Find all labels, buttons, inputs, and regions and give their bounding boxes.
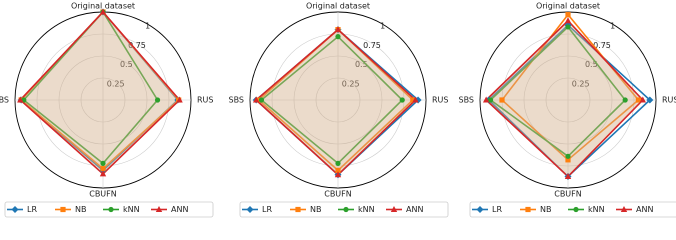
- marker: [176, 96, 183, 103]
- marker: [639, 96, 646, 103]
- marker: [565, 12, 571, 18]
- axis-label: CBUFN: [324, 190, 352, 199]
- marker: [564, 173, 572, 180]
- legend-label: ANN: [171, 205, 188, 214]
- marker: [412, 96, 419, 103]
- marker: [108, 206, 114, 213]
- marker: [100, 166, 106, 172]
- marker: [635, 97, 641, 103]
- marker: [564, 17, 572, 24]
- marker: [482, 96, 490, 103]
- marker: [487, 97, 494, 103]
- axis-label: RUS: [197, 96, 214, 105]
- r-tick-label: 1: [610, 22, 615, 31]
- axis-label: Original dataset: [71, 2, 135, 11]
- marker: [335, 34, 341, 40]
- marker: [99, 170, 107, 177]
- axis-label: SBS: [458, 96, 474, 105]
- axis-label: CBUFN: [554, 190, 582, 199]
- marker: [565, 157, 571, 163]
- marker: [343, 206, 349, 213]
- marker: [60, 206, 66, 213]
- axis-label: CBUFN: [89, 190, 117, 199]
- axis-label: Original dataset: [536, 2, 600, 11]
- r-tick-label: 0.75: [363, 41, 381, 50]
- axis-label: RUS: [432, 96, 449, 105]
- legend-label: NB: [310, 205, 321, 214]
- marker: [476, 206, 484, 213]
- marker: [334, 26, 342, 33]
- r-tick-label: 0.5: [355, 60, 368, 69]
- marker: [252, 96, 260, 103]
- marker: [399, 97, 405, 103]
- axis-label: Original dataset: [306, 2, 370, 11]
- marker: [295, 206, 301, 213]
- r-tick-label: 0.25: [107, 79, 125, 88]
- legend-label: LR: [492, 205, 502, 214]
- r-tick-label: 0.75: [593, 41, 611, 50]
- r-tick-label: 0.75: [128, 41, 146, 50]
- legend-label: LR: [27, 205, 37, 214]
- legend-label: ANN: [406, 205, 423, 214]
- r-tick-label: 0.5: [120, 60, 133, 69]
- marker: [499, 97, 505, 103]
- marker: [410, 97, 416, 103]
- legend-label: NB: [540, 205, 551, 214]
- marker: [620, 206, 628, 212]
- marker: [17, 96, 24, 103]
- marker: [335, 160, 341, 166]
- marker: [525, 206, 531, 213]
- series-polygon: [19, 10, 181, 176]
- r-tick-label: 0.5: [585, 60, 598, 69]
- marker: [11, 206, 19, 213]
- marker: [390, 206, 398, 212]
- marker: [256, 97, 262, 103]
- marker: [155, 206, 163, 212]
- legend-label: LR: [262, 205, 272, 214]
- axis-label: SBS: [228, 96, 244, 105]
- marker: [646, 96, 654, 104]
- axis-label: SBS: [0, 96, 9, 105]
- marker: [246, 206, 254, 213]
- marker: [258, 97, 265, 103]
- marker: [565, 153, 571, 159]
- axis-label: RUS: [662, 96, 676, 105]
- legend-label: kNN: [358, 205, 375, 214]
- marker: [335, 167, 341, 173]
- legend-label: ANN: [636, 205, 653, 214]
- r-tick-label: 1: [380, 22, 385, 31]
- legend-label: kNN: [123, 205, 140, 214]
- series-polygon: [254, 28, 417, 176]
- marker: [565, 24, 571, 30]
- r-tick-label: 1: [145, 22, 150, 31]
- marker: [573, 206, 579, 213]
- chart: 0.25 0.5 0.75 1 Original dataset RUS CBUFN SBS L…: [0, 2, 676, 218]
- r-tick-label: 0.25: [572, 79, 590, 88]
- legend-label: kNN: [588, 205, 605, 214]
- marker: [100, 160, 106, 166]
- marker: [154, 97, 161, 103]
- marker: [334, 171, 342, 178]
- legend-label: NB: [75, 205, 86, 214]
- marker: [622, 97, 628, 103]
- series-polygon: [484, 19, 644, 178]
- marker: [99, 8, 107, 15]
- r-tick-label: 0.25: [342, 79, 360, 88]
